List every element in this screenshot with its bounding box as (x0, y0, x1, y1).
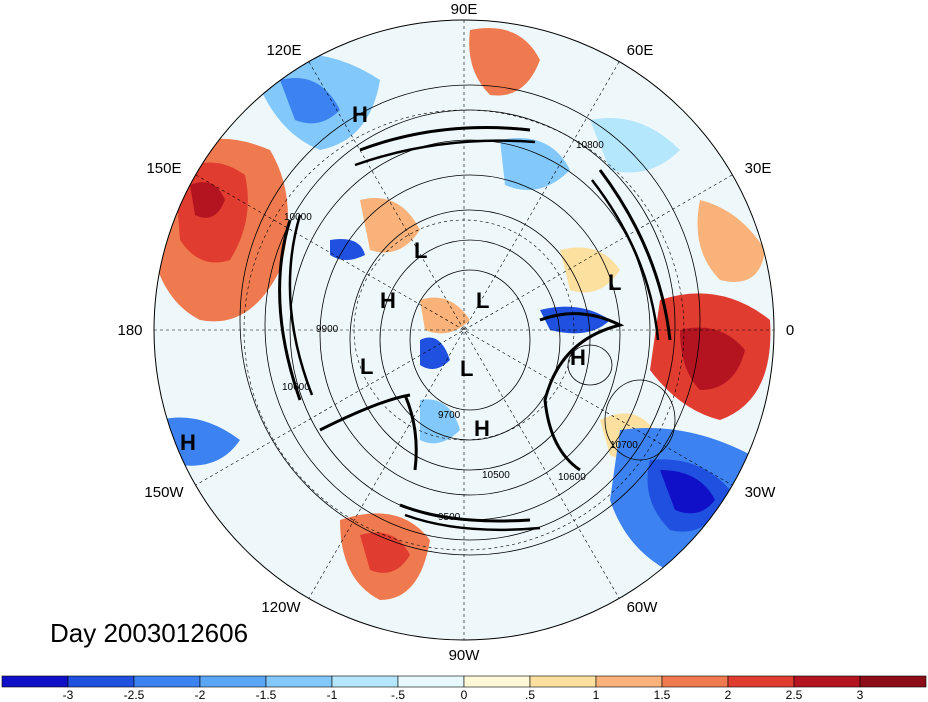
colorbar-swatch (1, 675, 69, 688)
longitude-label: 90W (449, 647, 481, 664)
colorbar-swatch (661, 675, 729, 688)
colorbar-tick-label: -2.5 (124, 688, 145, 702)
colorbar-tick-label: .5 (525, 688, 535, 702)
contour-label: 10600 (282, 382, 310, 393)
pressure-centers: H H L H L L L H L H (180, 102, 621, 455)
contour-label: 10600 (558, 472, 586, 483)
longitude-label: 120W (261, 599, 301, 616)
contour-label: 9900 (316, 324, 339, 335)
colorbar-tick-label: -1.5 (256, 688, 277, 702)
contour-label: 10700 (610, 440, 638, 451)
map-boundary (153, 19, 775, 641)
colorbar-swatch (397, 675, 465, 688)
low-pressure-marker: L (460, 356, 473, 381)
contour-label: 9500 (438, 512, 461, 523)
longitude-label: 60W (627, 599, 659, 616)
colorbar-swatch (859, 675, 927, 688)
colorbar: -3 -2.5 -2 -1.5 -1 -.5 0 .5 1 1.5 2 2.5 3 (1, 675, 927, 702)
colorbar-swatch (595, 675, 663, 688)
high-pressure-marker: H (570, 345, 586, 370)
colorbar-tick-label: -1 (327, 688, 338, 702)
longitude-label: 90E (451, 1, 478, 18)
longitude-label: 60E (627, 42, 654, 59)
colorbar-swatch (727, 675, 795, 688)
high-pressure-marker: H (352, 102, 368, 127)
graticule (154, 20, 774, 640)
colorbar-tick-label: 0 (461, 688, 468, 702)
colorbar-swatch (529, 675, 597, 688)
colorbar-swatch (199, 675, 267, 688)
low-pressure-marker: L (360, 354, 373, 379)
contour-label: 10000 (284, 212, 312, 223)
low-pressure-marker: L (608, 270, 621, 295)
colorbar-tick-label: 2.5 (786, 688, 803, 702)
colorbar-swatch (463, 675, 531, 688)
longitude-label: 150W (144, 484, 184, 501)
longitude-label: 120E (266, 42, 301, 59)
longitude-label: 30E (745, 160, 772, 177)
colorbar-tick-label: 1 (593, 688, 600, 702)
height-contours (239, 84, 701, 556)
contour-labels: 10800 10000 9900 9700 10700 10600 10500 … (282, 140, 638, 523)
colorbar-swatch (265, 675, 333, 688)
contour-label: 10500 (482, 470, 510, 481)
low-pressure-marker: L (476, 288, 489, 313)
longitude-label: 30W (745, 484, 777, 501)
colorbar-tick-label: 3 (857, 688, 864, 702)
low-pressure-marker: H (474, 416, 490, 441)
colorbar-swatch (67, 675, 135, 688)
longitude-label: 0 (786, 322, 794, 339)
map-title: Day 2003012606 (50, 618, 249, 648)
contour-label: 9700 (438, 410, 461, 421)
contour-label: 10800 (576, 140, 604, 151)
high-pressure-marker: H (380, 288, 396, 313)
colorbar-tick-label: 2 (725, 688, 732, 702)
longitude-label: 150E (146, 160, 181, 177)
high-pressure-marker: H (180, 430, 196, 455)
colorbar-tick-label: -3 (63, 688, 74, 702)
longitude-label: 180 (117, 322, 142, 339)
colorbar-tick-label: -2 (195, 688, 206, 702)
colorbar-swatch (331, 675, 399, 688)
colorbar-swatch (133, 675, 201, 688)
colorbar-tick-label: 1.5 (654, 688, 671, 702)
colorbar-tick-label: -.5 (391, 688, 405, 702)
longitude-labels: 90E 120E 60E 150E 30E 180 0 150W 30W 120… (117, 1, 794, 664)
colorbar-swatch (793, 675, 861, 688)
low-pressure-marker: L (414, 238, 427, 263)
